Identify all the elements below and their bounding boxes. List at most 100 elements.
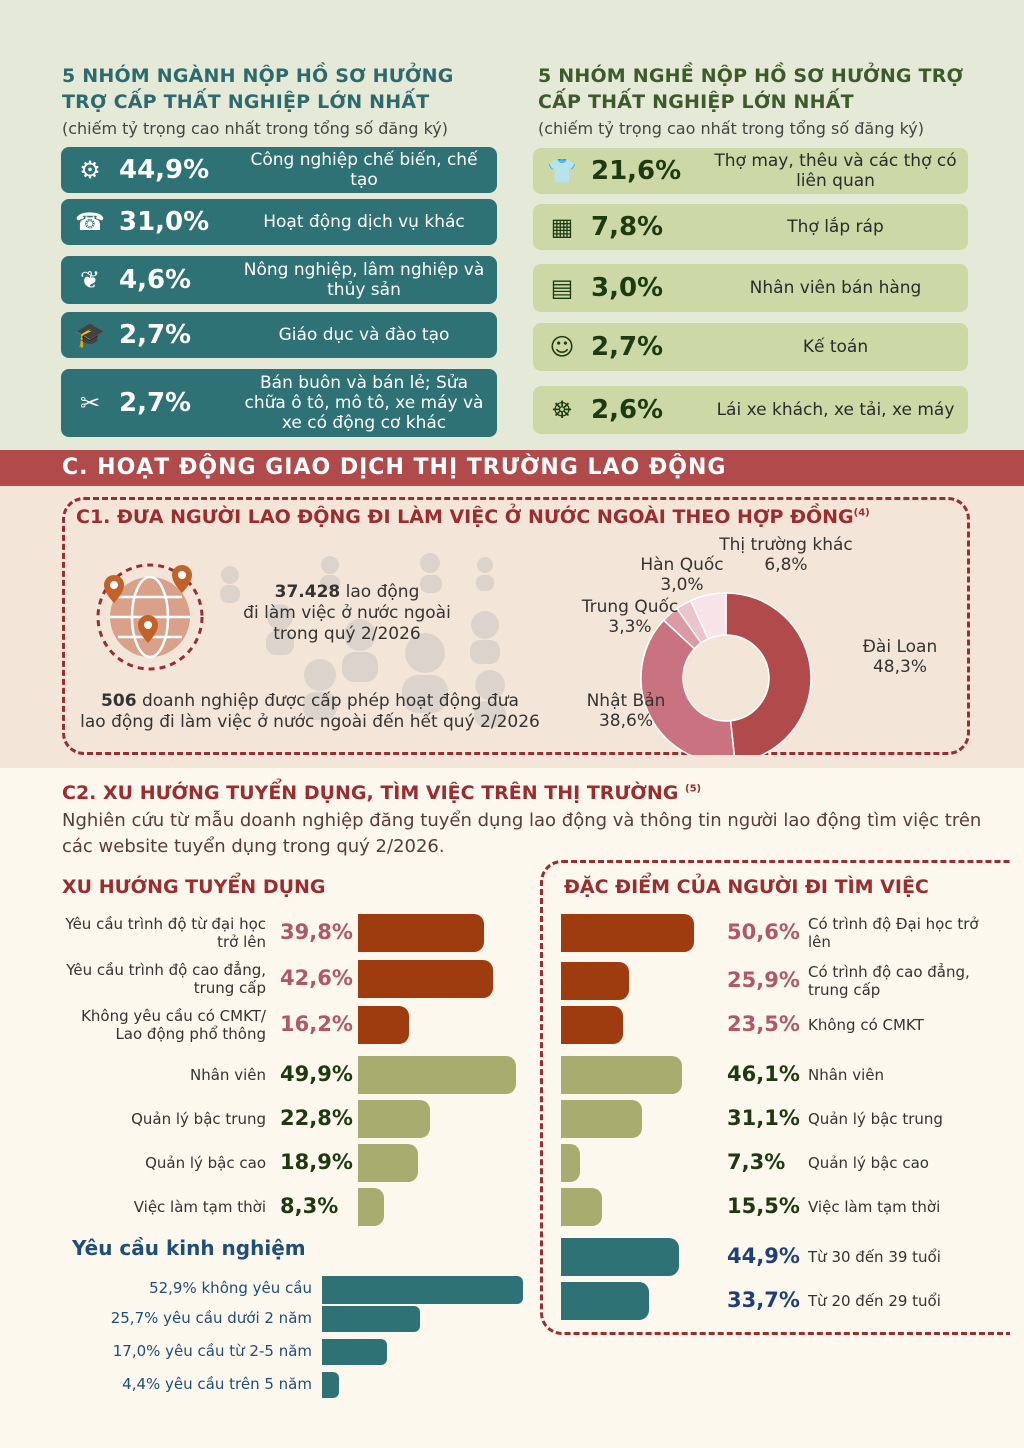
seekers-bar-label: Có trình độ Đại học trở lên [808, 915, 979, 951]
recruit-bar [358, 1006, 410, 1044]
section-c-band [0, 450, 1024, 486]
left-panel-percent: 2,7% [119, 320, 192, 350]
right-panel-label: Lái xe khách, xe tải, xe máy [716, 400, 955, 420]
experience-bar-label: 52,9% không yêu cầu [149, 1279, 312, 1297]
donut-slice [640, 619, 736, 755]
recruit-bar [358, 960, 493, 998]
seekers-bar [561, 1188, 602, 1226]
donut-label-name: Đài Loan [863, 637, 937, 657]
seekers-bar-value: 7,3% [727, 1150, 786, 1174]
seekers-bar-label: Quản lý bậc cao [808, 1154, 929, 1172]
c1-title-text: C1. ĐƯA NGƯỜI LAO ĐỘNG ĐI LÀM VIỆC Ở NƯỚ… [76, 506, 854, 528]
donut-label-name: Hàn Quốc [640, 554, 723, 575]
right-panel-row: 👕 21,6% Thợ may, thêu và các thợ có liên q… [533, 148, 968, 194]
service-icon: ☎ [75, 208, 105, 236]
recruit-bar-value: 49,9% [280, 1062, 353, 1086]
enterprise-stat: 506 doanh nghiệp được cấp phép hoạt động… [80, 691, 540, 733]
recruit-bar-value: 8,3% [280, 1194, 339, 1218]
seekers-bar-value: 33,7% [727, 1288, 800, 1312]
workers-line-3: trong quý 2/2026 [273, 624, 421, 644]
puzzle-icon: ▦ [550, 213, 574, 241]
enterprise-line-2: lao động đi làm việc ở nước ngoài đến hế… [80, 712, 540, 732]
cashier-icon: ▤ [550, 274, 574, 302]
right-panel-percent: 2,7% [591, 332, 664, 362]
seekers-bar-value: 31,1% [727, 1106, 800, 1130]
seekers-title: ĐẶC ĐIỂM CỦA NGƯỜI ĐI TÌM VIỆC [560, 876, 933, 898]
right-panel-subtitle: (chiếm tỷ trọng cao nhất trong tổng số đ… [538, 119, 924, 138]
right-panel-percent: 7,8% [591, 212, 664, 242]
plant-hand-icon: ❦ [79, 266, 101, 294]
seekers-bar-label: Việc làm tạm thời [808, 1198, 941, 1216]
recruit-bar [358, 1144, 418, 1182]
seekers-bar [561, 914, 694, 952]
seekers-bar-value: 46,1% [727, 1062, 800, 1086]
seekers-bar-value: 50,6% [727, 920, 800, 944]
right-panel-percent: 3,0% [591, 273, 664, 303]
workers-stat: 37.428 lao động đi làm việc ở nước ngoài… [232, 582, 462, 645]
enterprise-line-1: 506 doanh nghiệp được cấp phép hoạt động… [80, 691, 540, 712]
experience-bar [322, 1306, 420, 1332]
graduation-icon: 🎓 [75, 321, 105, 349]
c2-note: (5) [685, 783, 702, 795]
seekers-bar [561, 1238, 679, 1276]
donut-label-name: Thị trường khác [718, 535, 852, 555]
recruit-bar [358, 1188, 385, 1226]
right-panel-percent: 2,6% [591, 395, 664, 425]
people-icon: ☺ [549, 333, 575, 361]
c2-title: C2. XU HƯỚNG TUYỂN DỤNG, TÌM VIỆC TRÊN T… [62, 782, 701, 804]
workers-line-2: đi làm việc ở nước ngoài [243, 603, 451, 623]
left-panel-title: 5 NHÓM NGÀNH NỘP HỒ SƠ HƯỞNG TRỢ CẤP THẤ… [62, 65, 454, 113]
donut-label-value: 3,0% [660, 575, 703, 595]
right-panel-label: Thợ lắp ráp [787, 217, 884, 237]
donut-label-value: 38,6% [599, 711, 653, 731]
shirt-icon: 👕 [547, 157, 577, 185]
left-panel-label: Hoạt động dịch vụ khác [263, 212, 465, 232]
experience-bar [322, 1339, 387, 1365]
workers-number: 37.428 [274, 582, 341, 602]
c1-note: (4) [853, 507, 870, 519]
recruit-title: XU HƯỚNG TUYỂN DỤNG [62, 876, 326, 898]
recruit-bar-value: 18,9% [280, 1150, 353, 1174]
right-panel-title: 5 NHÓM NGHỀ NỘP HỒ SƠ HƯỞNG TRỢ CẤP THẤT… [538, 65, 964, 113]
right-panel-row: ☺ 2,7% Kế toán [533, 323, 968, 371]
left-panel-percent: 44,9% [119, 155, 210, 185]
left-panel-label: Bán buôn và bán lẻ; Sửa chữa ô tô, mô tô… [244, 373, 484, 433]
gear-icon: ⚙ [79, 156, 101, 184]
seekers-bar-value: 44,9% [727, 1244, 800, 1268]
recruit-bar-label: Việc làm tạm thời [133, 1198, 266, 1216]
seekers-bar [561, 1100, 643, 1138]
recruit-bar-value: 22,8% [280, 1106, 353, 1130]
c2-description: Nghiên cứu từ mẫu doanh nghiệp đăng tuyể… [62, 810, 982, 857]
experience-bar-label: 4,4% yêu cầu trên 5 năm [122, 1375, 312, 1393]
recruit-bar-label: Không yêu cầu có CMKT/ Lao động phổ thôn… [81, 1007, 266, 1043]
donut-label-value: 3,3% [608, 617, 651, 637]
seekers-bar-label: Nhân viên [808, 1066, 884, 1084]
seekers-bar-label: Có trình độ cao đẳng, trung cấp [808, 963, 970, 999]
workers-line-1: 37.428 lao động [232, 582, 462, 603]
right-panel-label: Nhân viên bán hàng [749, 278, 922, 298]
right-panel-label: Thợ may, thêu và các thợ có liên quan [714, 151, 957, 191]
left-panel-label: Giáo dục và đào tạo [278, 325, 450, 345]
recruit-bar-label: Quản lý bậc cao [145, 1154, 266, 1172]
right-panel-row: ▦ 7,8% Thợ lắp ráp [533, 204, 968, 250]
seekers-bar-label: Quản lý bậc trung [808, 1110, 943, 1128]
recruit-bar-label: Yêu cầu trình độ cao đẳng, trung cấp [66, 961, 266, 997]
right-panel-percent: 21,6% [591, 156, 682, 186]
left-panel-row: ☎ 31,0% Hoạt động dịch vụ khác [61, 199, 497, 245]
donut-slice [689, 592, 727, 640]
left-panel-percent: 31,0% [119, 207, 210, 237]
seekers-bar [561, 1144, 581, 1182]
seekers-bar [561, 962, 629, 1000]
c1-title: C1. ĐƯA NGƯỜI LAO ĐỘNG ĐI LÀM VIỆC Ở NƯỚ… [76, 506, 876, 528]
experience-bar [322, 1372, 339, 1398]
left-panel-label: Công nghiệp chế biến, chế tạo [250, 150, 478, 190]
recruit-bar-label: Nhân viên [190, 1066, 266, 1084]
left-panel-percent: 4,6% [119, 265, 192, 295]
recruit-bar-label: Yêu cầu trình độ từ đại học trở lên [65, 915, 266, 951]
c2-title-text: C2. XU HƯỚNG TUYỂN DỤNG, TÌM VIỆC TRÊN T… [62, 782, 679, 804]
donut-label-name: Trung Quốc [581, 596, 679, 617]
left-panel-subtitle: (chiếm tỷ trọng cao nhất trong tổng số đ… [62, 119, 448, 138]
experience-bar [322, 1276, 524, 1304]
donut-slice [725, 592, 812, 755]
